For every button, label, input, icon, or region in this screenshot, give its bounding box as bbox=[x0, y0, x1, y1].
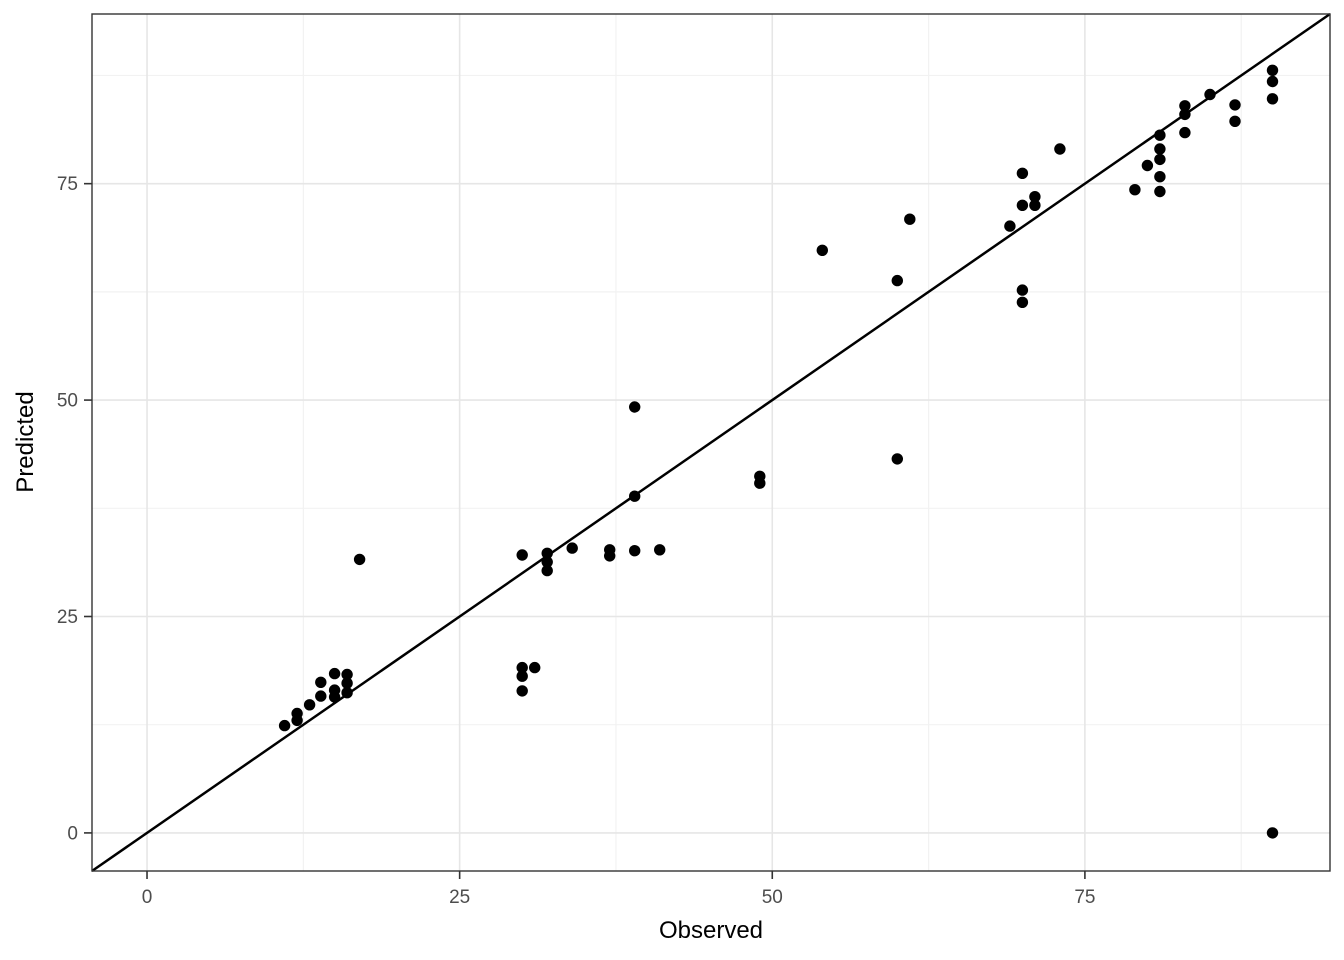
data-point bbox=[278, 719, 291, 732]
x-tick-label: 25 bbox=[449, 887, 470, 908]
data-point bbox=[1016, 296, 1029, 308]
y-axis-title: Predicted bbox=[12, 391, 39, 492]
data-point bbox=[328, 667, 341, 680]
panel-border-layer bbox=[91, 13, 1331, 872]
x-tick-label: 75 bbox=[1074, 887, 1095, 908]
data-point bbox=[891, 274, 903, 287]
x-axis-title: Observed bbox=[659, 917, 763, 944]
data-point bbox=[891, 453, 903, 465]
data-point bbox=[629, 401, 641, 413]
data-point bbox=[1154, 143, 1166, 155]
data-point bbox=[328, 691, 341, 703]
data-point bbox=[1179, 100, 1191, 112]
data-point bbox=[1141, 159, 1154, 172]
data-point bbox=[1179, 108, 1191, 121]
data-point bbox=[516, 670, 528, 682]
data-point bbox=[629, 490, 641, 502]
data-point bbox=[754, 477, 766, 489]
data-point bbox=[1229, 115, 1241, 128]
x-tick-label: 0 bbox=[142, 887, 153, 908]
data-point bbox=[604, 550, 616, 562]
tick-labels-layer: 0 25 50 75 0 25 50 75 bbox=[57, 174, 1096, 908]
y-tick-label: 75 bbox=[57, 174, 78, 195]
data-points-layer bbox=[278, 64, 1279, 839]
data-point bbox=[1229, 99, 1241, 111]
data-point bbox=[1204, 88, 1216, 101]
data-point bbox=[1129, 184, 1141, 196]
data-point bbox=[516, 661, 528, 674]
data-point bbox=[516, 549, 528, 561]
data-point bbox=[1004, 220, 1016, 232]
data-point bbox=[1016, 167, 1029, 179]
data-point bbox=[541, 547, 553, 559]
data-point bbox=[516, 685, 528, 697]
panel-border bbox=[91, 13, 1331, 872]
data-point bbox=[1179, 126, 1191, 139]
data-point bbox=[566, 542, 578, 554]
data-point bbox=[1266, 93, 1279, 105]
data-point bbox=[816, 244, 828, 256]
data-point bbox=[541, 556, 553, 568]
data-point bbox=[629, 545, 641, 557]
data-point bbox=[1154, 129, 1166, 141]
y-tick-label: 25 bbox=[57, 607, 78, 628]
y-tick-label: 50 bbox=[57, 391, 78, 412]
data-point bbox=[1266, 827, 1279, 839]
major-gridlines-layer bbox=[92, 14, 1330, 871]
data-point bbox=[341, 668, 353, 681]
axis-ticks-layer bbox=[84, 182, 1086, 879]
data-point bbox=[1154, 171, 1166, 183]
data-point bbox=[353, 553, 366, 566]
data-point bbox=[1266, 64, 1279, 77]
data-point bbox=[1054, 143, 1066, 155]
minor-gridlines-layer bbox=[92, 14, 1330, 871]
data-point bbox=[291, 714, 303, 727]
y-tick-label: 0 bbox=[67, 823, 78, 844]
data-point bbox=[654, 544, 666, 556]
data-point bbox=[1029, 199, 1041, 211]
data-point bbox=[303, 699, 316, 711]
data-point bbox=[1154, 153, 1166, 166]
data-point bbox=[529, 661, 541, 674]
data-point bbox=[1016, 284, 1029, 296]
x-tick-label: 50 bbox=[762, 887, 783, 908]
data-point bbox=[341, 687, 353, 699]
identity-line-layer bbox=[91, 12, 1331, 873]
data-point bbox=[904, 213, 916, 225]
identity-line bbox=[91, 12, 1331, 873]
data-point bbox=[1266, 75, 1279, 88]
data-point bbox=[1029, 191, 1041, 203]
data-point bbox=[341, 677, 353, 689]
data-point bbox=[315, 690, 327, 702]
data-point bbox=[541, 564, 553, 577]
data-point bbox=[1154, 185, 1166, 198]
data-point bbox=[315, 676, 327, 688]
data-point bbox=[1016, 199, 1029, 211]
